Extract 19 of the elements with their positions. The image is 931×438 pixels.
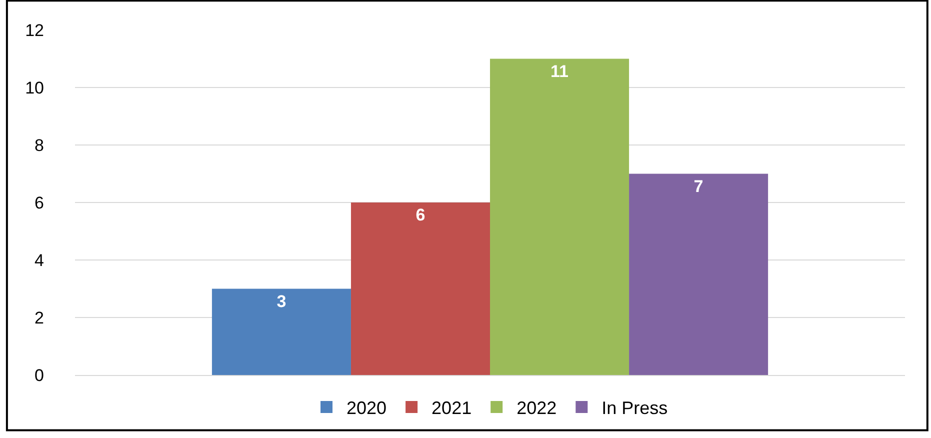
- data-label: 7: [694, 176, 704, 196]
- y-tick-label: 6: [34, 193, 44, 212]
- bar: [629, 174, 768, 375]
- legend-label: 2022: [516, 398, 557, 418]
- legend-label: In Press: [602, 398, 668, 418]
- y-tick-label: 4: [34, 250, 44, 270]
- data-label: 3: [276, 292, 286, 311]
- y-tick-label: 10: [25, 78, 44, 98]
- legend-label: 2020: [346, 398, 387, 418]
- data-label: 11: [550, 62, 569, 81]
- legend-label: 2021: [432, 398, 472, 418]
- bar: [350, 202, 490, 375]
- y-tick-label: 8: [34, 136, 44, 155]
- bar: [490, 58, 630, 375]
- bar: [212, 288, 351, 375]
- y-tick-label: 12: [25, 20, 44, 40]
- data-label: 6: [416, 206, 426, 224]
- y-tick-label: 0: [34, 366, 44, 385]
- y-tick-label: 2: [34, 308, 44, 328]
